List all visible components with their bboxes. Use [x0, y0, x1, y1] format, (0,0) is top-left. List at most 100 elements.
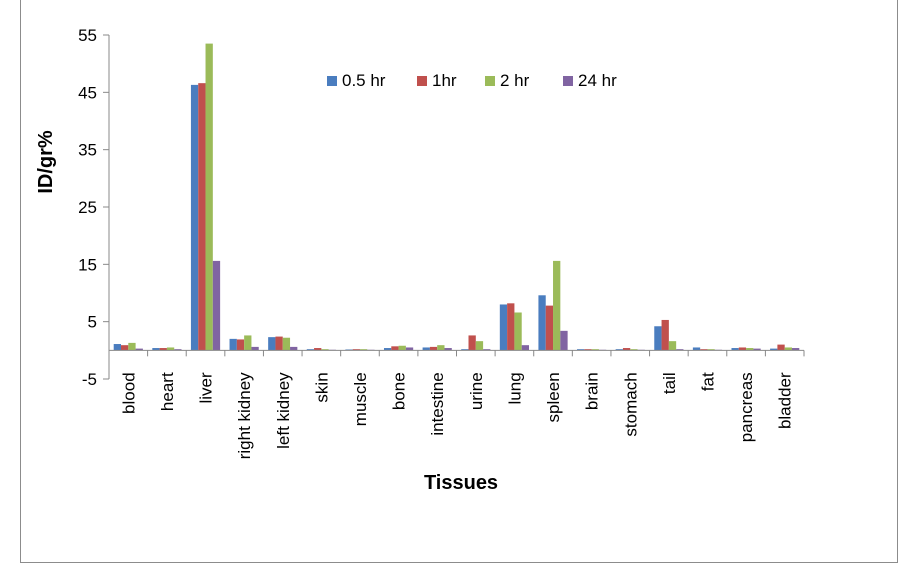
- y-tick-label: 5: [88, 313, 97, 332]
- bar-urine-0.5-hr: [461, 349, 469, 351]
- x-category-label: spleen: [544, 372, 563, 422]
- bar-bladder-1hr: [777, 344, 785, 351]
- bar-pancreas-24-hr: [753, 348, 761, 351]
- axes: [108, 35, 805, 379]
- bar-right-kidney-1hr: [236, 339, 245, 351]
- bar-pancreas-2-hr: [746, 348, 754, 351]
- bar-tail-0.5-hr: [654, 326, 662, 351]
- bar-bladder-0.5-hr: [770, 348, 778, 351]
- bar-heart-2-hr: [166, 347, 175, 351]
- bar-skin-1hr: [314, 348, 322, 351]
- bar-brain-2-hr: [591, 349, 599, 351]
- bar-intestine-24-hr: [444, 348, 452, 351]
- x-category-label: left kidney: [274, 372, 293, 449]
- y-axis-title: ID/gr%: [35, 130, 57, 194]
- bar-urine-2-hr: [475, 341, 484, 351]
- legend-label: 24 hr: [578, 71, 617, 90]
- legend-swatch: [563, 76, 573, 86]
- y-tick-label: -5: [82, 370, 97, 389]
- bar-fat-2-hr: [707, 349, 715, 351]
- y-tick-label: 15: [78, 255, 97, 274]
- bar-left-kidney-0.5-hr: [268, 337, 276, 351]
- bar-lung-0.5-hr: [499, 304, 508, 351]
- bar-lung-24-hr: [521, 345, 530, 351]
- bar-tail-24-hr: [676, 349, 684, 351]
- x-category-label: brain: [583, 372, 602, 410]
- bar-spleen-24-hr: [560, 330, 568, 351]
- bar-brain-1hr: [584, 349, 592, 351]
- bar-pancreas-0.5-hr: [731, 348, 739, 351]
- legend-swatch: [485, 76, 495, 86]
- bar-bone-24-hr: [405, 347, 414, 351]
- x-category-label: intestine: [428, 372, 447, 435]
- bar-spleen-0.5-hr: [538, 295, 546, 351]
- bar-bladder-2-hr: [784, 347, 792, 351]
- x-category-label: skin: [312, 372, 331, 402]
- x-category-label: stomach: [621, 372, 640, 436]
- bar-heart-24-hr: [174, 349, 182, 351]
- x-category-label: blood: [119, 372, 138, 414]
- bar-muscle-2-hr: [359, 349, 368, 351]
- bar-blood-2-hr: [128, 342, 136, 351]
- bar-fat-0.5-hr: [692, 347, 701, 351]
- x-category-label: bone: [390, 372, 409, 410]
- bar-left-kidney-1hr: [275, 336, 283, 351]
- bar-heart-0.5-hr: [152, 348, 160, 351]
- bar-stomach-2-hr: [630, 349, 638, 351]
- bar-blood-0.5-hr: [113, 344, 122, 351]
- bars: [113, 43, 800, 351]
- bar-fat-1hr: [700, 349, 708, 351]
- bar-heart-1hr: [159, 348, 167, 351]
- bar-right-kidney-24-hr: [251, 346, 259, 351]
- y-axis-ticks: -5 5 15 25 35 45 55: [78, 26, 109, 389]
- bar-tail-1hr: [661, 319, 669, 351]
- bar-right-kidney-2-hr: [244, 335, 252, 351]
- bar-liver-2-hr: [205, 43, 213, 351]
- x-category-label: tail: [660, 372, 679, 394]
- bar-bone-0.5-hr: [383, 348, 392, 351]
- bar-blood-24-hr: [135, 348, 143, 351]
- legend-swatch: [327, 76, 337, 86]
- bar-liver-1hr: [198, 83, 206, 351]
- bar-spleen-1hr: [545, 305, 554, 351]
- bar-spleen-2-hr: [553, 260, 561, 351]
- bar-skin-2-hr: [321, 349, 329, 351]
- legend-swatch: [417, 76, 427, 86]
- bar-stomach-1hr: [622, 348, 631, 351]
- bar-bladder-24-hr: [791, 348, 800, 351]
- y-tick-label: 35: [78, 141, 97, 160]
- bar-lung-1hr: [507, 303, 515, 351]
- bar-liver-0.5-hr: [190, 84, 199, 351]
- x-category-label: heart: [158, 372, 177, 411]
- bar-intestine-2-hr: [437, 345, 445, 351]
- bar-left-kidney-2-hr: [282, 337, 291, 351]
- bar-tail-2-hr: [668, 341, 677, 351]
- legend-label: 2 hr: [500, 71, 530, 90]
- bar-skin-0.5-hr: [306, 349, 315, 351]
- legend: 0.5 hr 1hr 2 hr 24 hr: [327, 71, 617, 90]
- bar-pancreas-1hr: [738, 347, 747, 351]
- bar-muscle-1hr: [352, 349, 360, 351]
- bar-right-kidney-0.5-hr: [229, 338, 237, 351]
- bar-urine-1hr: [468, 335, 476, 351]
- x-axis-title: Tissues: [424, 472, 498, 494]
- x-category-label: urine: [467, 372, 486, 410]
- y-tick-label: 45: [78, 83, 97, 102]
- bar-intestine-0.5-hr: [422, 347, 430, 351]
- bar-lung-2-hr: [514, 312, 522, 351]
- x-category-label: muscle: [351, 372, 370, 426]
- x-axis-categories: blood heart liver right kidney left kidney sk…: [119, 372, 794, 459]
- bar-left-kidney-24-hr: [290, 346, 298, 351]
- bar-intestine-1hr: [429, 346, 438, 351]
- bar-brain-0.5-hr: [577, 349, 585, 351]
- x-category-label: lung: [505, 372, 524, 404]
- bar-urine-24-hr: [483, 349, 491, 351]
- x-category-label: pancreas: [737, 372, 756, 442]
- y-tick-label: 55: [78, 26, 97, 45]
- legend-label: 0.5 hr: [342, 71, 386, 90]
- bar-liver-24-hr: [212, 260, 221, 351]
- x-category-label: right kidney: [235, 372, 254, 459]
- bar-bone-1hr: [391, 346, 399, 351]
- x-category-label: liver: [197, 372, 216, 404]
